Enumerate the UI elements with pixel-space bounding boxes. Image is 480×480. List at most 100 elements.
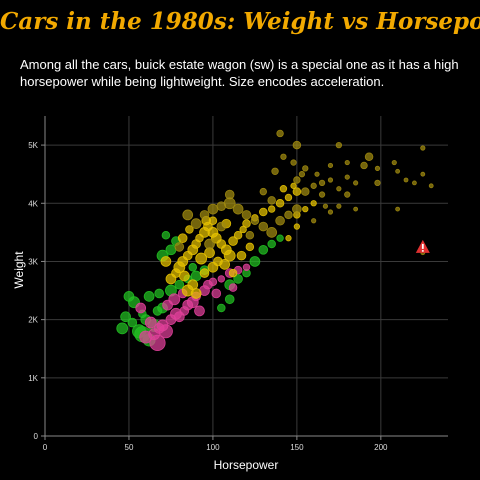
data-point-green	[120, 311, 131, 323]
y-tick-label: 2K	[28, 316, 38, 325]
data-point-olive	[344, 174, 350, 180]
data-point-olive	[327, 177, 334, 183]
data-point-gold	[242, 219, 251, 228]
y-tick-label: 5K	[28, 141, 38, 150]
data-point-green	[154, 288, 164, 299]
data-points	[116, 129, 434, 352]
data-point-olive	[258, 221, 269, 232]
data-point-olive	[391, 159, 397, 166]
data-point-olive	[327, 209, 334, 215]
data-point-olive	[374, 179, 381, 187]
data-point-gold	[245, 242, 255, 252]
data-point-olive	[224, 189, 235, 200]
data-point-olive	[403, 177, 409, 183]
data-point-olive	[216, 221, 227, 232]
data-point-green	[217, 303, 226, 313]
data-point-olive	[266, 227, 278, 238]
data-point-gold	[177, 233, 188, 243]
data-point-green	[188, 263, 198, 272]
x-tick-label: 150	[290, 443, 304, 452]
data-point-olive	[280, 153, 287, 160]
data-point-olive	[327, 162, 334, 169]
x-tick-label: 100	[206, 443, 220, 452]
data-point-olive	[292, 204, 302, 214]
data-point-green	[258, 245, 269, 255]
x-tick-label: 0	[43, 443, 48, 452]
data-point-olive	[395, 168, 401, 174]
data-point-gold	[259, 207, 268, 217]
data-point-olive	[311, 218, 317, 224]
data-point-olive	[199, 210, 210, 220]
data-point-olive	[276, 129, 284, 138]
data-point-olive	[302, 165, 309, 172]
data-point-olive	[412, 180, 417, 186]
chart-title: Cars in the 1980s: Weight vs Horsepower	[0, 8, 480, 35]
x-tick-label: 50	[125, 443, 134, 452]
grid-lines	[45, 116, 448, 436]
data-point-gold	[267, 205, 276, 213]
data-point-olive	[322, 203, 329, 209]
data-point-olive	[292, 140, 302, 150]
data-point-olive	[207, 203, 219, 215]
chart-subtitle: Among all the cars, buick estate wagon (…	[20, 57, 459, 89]
data-point-gold	[290, 182, 297, 189]
data-point-olive	[298, 171, 306, 178]
data-point-pink	[168, 293, 181, 306]
data-point-olive	[259, 187, 267, 196]
y-tick-label: 3K	[28, 257, 38, 266]
data-point-olive	[250, 216, 260, 225]
data-point-gold	[279, 185, 288, 193]
data-point-olive	[374, 165, 381, 171]
data-point-gold	[284, 193, 293, 202]
data-point-gold	[228, 268, 238, 278]
data-point-pink	[194, 305, 205, 317]
data-point-pink	[135, 302, 147, 314]
y-tick-label: 0	[34, 432, 39, 441]
data-point-green	[174, 279, 185, 290]
data-point-pink	[208, 277, 218, 287]
data-point-pink	[149, 334, 166, 352]
data-point-gold	[228, 236, 238, 246]
data-point-olive	[301, 187, 310, 196]
x-axis-label: Horsepower	[214, 458, 279, 472]
data-point-gold	[179, 270, 190, 282]
data-point-olive	[344, 159, 350, 166]
data-point-green	[161, 231, 171, 240]
data-point-gold	[199, 268, 210, 278]
data-point-olive	[290, 159, 297, 166]
data-point-olive	[420, 171, 426, 177]
data-point-olive	[318, 191, 326, 198]
data-point-gold	[285, 235, 292, 242]
data-point-olive	[364, 152, 374, 161]
data-point-pink	[228, 283, 238, 292]
data-point-olive	[241, 210, 252, 220]
data-point-pink	[158, 324, 173, 339]
data-point-olive	[275, 215, 285, 226]
data-point-olive	[174, 242, 185, 252]
data-point-olive	[284, 210, 293, 220]
data-point-olive	[310, 182, 317, 189]
data-point-gold	[207, 227, 219, 238]
data-point-pink	[144, 316, 157, 329]
data-point-green	[267, 239, 276, 249]
data-point-olive	[293, 176, 301, 184]
data-point-olive	[335, 141, 343, 149]
data-point-gold	[310, 200, 317, 207]
data-point-gold	[233, 231, 243, 240]
data-point-green	[143, 291, 155, 302]
data-point-olive	[318, 179, 326, 187]
data-point-green	[276, 234, 284, 242]
data-point-olive	[360, 161, 368, 170]
data-point-gold	[275, 199, 285, 208]
data-point-olive	[395, 206, 401, 212]
data-point-green	[127, 317, 138, 328]
data-point-gold	[219, 259, 231, 270]
data-point-green	[116, 322, 129, 335]
data-point-olive	[190, 218, 202, 229]
data-point-olive	[353, 180, 359, 186]
data-point-green	[249, 256, 261, 267]
data-point-gold	[223, 249, 236, 262]
data-point-gold	[292, 187, 302, 196]
tick-labels: 0 50 100 150 200 0 1K 2K 3K 4K 5K	[28, 141, 388, 452]
data-point-pink	[211, 288, 222, 299]
